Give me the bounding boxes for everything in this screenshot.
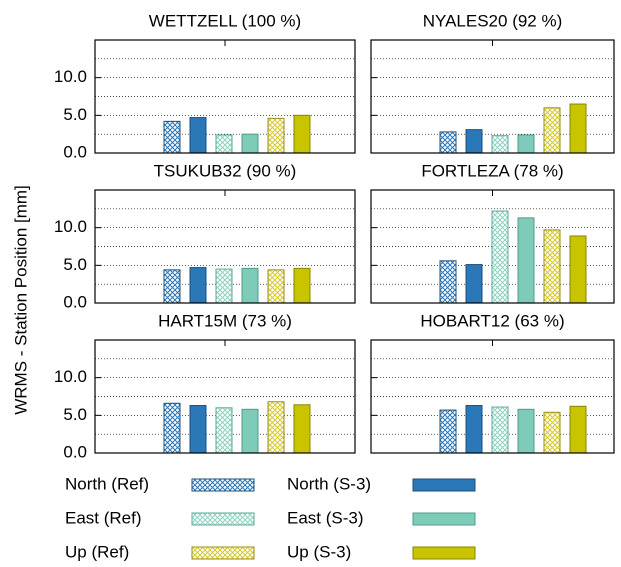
panel-frame [94,39,356,154]
legend-swatch [191,512,255,526]
panel-frame [370,339,615,454]
bar [569,405,587,454]
panel-title: TSUKUB32 (90 %) [154,161,297,180]
panel-title: FORTLEZA (78 %) [421,161,563,180]
bar [517,217,535,304]
legend-swatch [412,546,476,560]
panel-frame [94,189,356,304]
y-tick-label: 0.0 [63,292,87,311]
bar [439,131,457,154]
panel-title: NYALES20 (92 %) [423,11,563,30]
bar [215,268,233,304]
legend-label: East (Ref) [65,508,142,527]
y-tick-label: 5.0 [63,105,87,124]
legend-label: Up (S-3) [287,542,351,561]
bar [189,405,207,454]
bar [517,134,535,154]
y-tick-label: 0.0 [63,442,87,461]
bar [543,229,561,304]
bar [465,129,483,154]
bar [439,260,457,304]
y-tick-label: 10.0 [54,367,87,386]
bar [293,267,311,304]
bar [163,120,181,154]
bar [215,134,233,154]
panel-frame [94,339,356,454]
legend-swatch [191,478,255,492]
bar [241,267,259,304]
y-axis-label: WRMS - Station Position [mm] [11,185,30,415]
legend-label: North (S-3) [287,474,371,493]
bar [439,409,457,454]
y-tick-label: 10.0 [54,217,87,236]
bar [267,117,285,154]
legend-label: Up (Ref) [65,542,129,561]
y-tick-label: 10.0 [54,67,87,86]
bar [267,401,285,454]
bar [163,402,181,454]
bar [215,407,233,454]
panel-title: WETTZELL (100 %) [149,11,301,30]
bar [267,269,285,304]
bar [189,267,207,304]
bar [163,269,181,304]
bar [293,114,311,154]
bar [517,408,535,454]
legend-label: East (S-3) [287,508,364,527]
y-tick-label: 5.0 [63,405,87,424]
bar [543,107,561,154]
panel-frame [370,39,615,154]
y-tick-label: 5.0 [63,255,87,274]
bar [465,264,483,304]
panel-title: HART15M (73 %) [158,311,292,330]
bar [241,408,259,454]
panel-frame [370,189,615,304]
bar [293,404,311,454]
bar [543,411,561,454]
legend-swatch [412,512,476,526]
legend-swatch [191,546,255,560]
legend-swatch [412,478,476,492]
bar [491,210,509,304]
bar [569,103,587,154]
y-tick-label: 0.0 [63,142,87,161]
panel-title: HOBART12 (63 %) [420,311,564,330]
bar [189,117,207,154]
legend-label: North (Ref) [65,474,149,493]
bar [465,405,483,454]
bar [241,133,259,154]
bar [491,406,509,454]
bar [491,135,509,154]
bar [569,235,587,304]
